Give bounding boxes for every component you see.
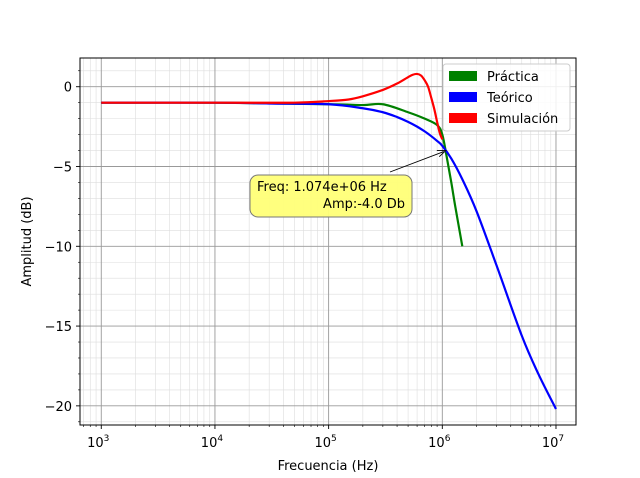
x-tick-label: 107 <box>542 434 564 451</box>
x-tick-label-base: 10 <box>314 436 331 451</box>
y-tick-label: −20 <box>45 400 72 415</box>
x-tick-label-exponent: 4 <box>217 434 223 444</box>
x-tick-label: 103 <box>87 434 109 451</box>
annotation-arrow-head <box>436 149 447 157</box>
x-tick-label-base: 10 <box>201 436 218 451</box>
y-tick-label: −15 <box>45 320 72 335</box>
legend-label-practica: Práctica <box>487 70 539 85</box>
series-lines <box>101 72 557 410</box>
legend-swatch-practica <box>449 71 477 81</box>
x-tick-label: 105 <box>314 434 336 451</box>
x-tick-label: 104 <box>201 434 224 451</box>
legend-swatch-teorico <box>449 92 477 102</box>
axes-frame <box>79 57 577 426</box>
y-tick-label: 0 <box>64 81 72 96</box>
annotation-line2: Amp:-4.0 Db <box>323 197 405 212</box>
y-tick-label: −10 <box>45 240 72 255</box>
y-axis-label: Amplitud (dB) <box>20 196 35 286</box>
x-tick-label-exponent: 6 <box>445 434 451 444</box>
legend-label-simulacion: Simulación <box>487 112 558 127</box>
x-axis-label: Frecuencia (Hz) <box>278 459 379 474</box>
x-tick-label-base: 10 <box>428 436 445 451</box>
series-line-simulacion <box>101 72 444 140</box>
annotation-arrow-shaft <box>389 151 444 173</box>
x-tick-label: 106 <box>428 434 451 451</box>
legend-label-teorico: Teórico <box>486 91 533 106</box>
annotation: Freq: 1.074e+06 Hz Amp:-4.0 Db <box>249 149 447 218</box>
x-tick-label-base: 10 <box>542 436 559 451</box>
x-tick-label-exponent: 7 <box>558 434 564 444</box>
series-line-teorico <box>101 101 557 410</box>
x-tick-label-exponent: 3 <box>104 434 110 444</box>
annotation-line1: Freq: 1.074e+06 Hz <box>257 180 387 195</box>
y-tick-label: −5 <box>53 161 72 176</box>
x-tick-label-base: 10 <box>87 436 104 451</box>
legend: Práctica Teórico Simulación <box>442 63 571 132</box>
x-tick-label-exponent: 5 <box>331 434 337 444</box>
annotation-box <box>249 174 413 218</box>
legend-swatch-simulacion <box>449 113 477 123</box>
